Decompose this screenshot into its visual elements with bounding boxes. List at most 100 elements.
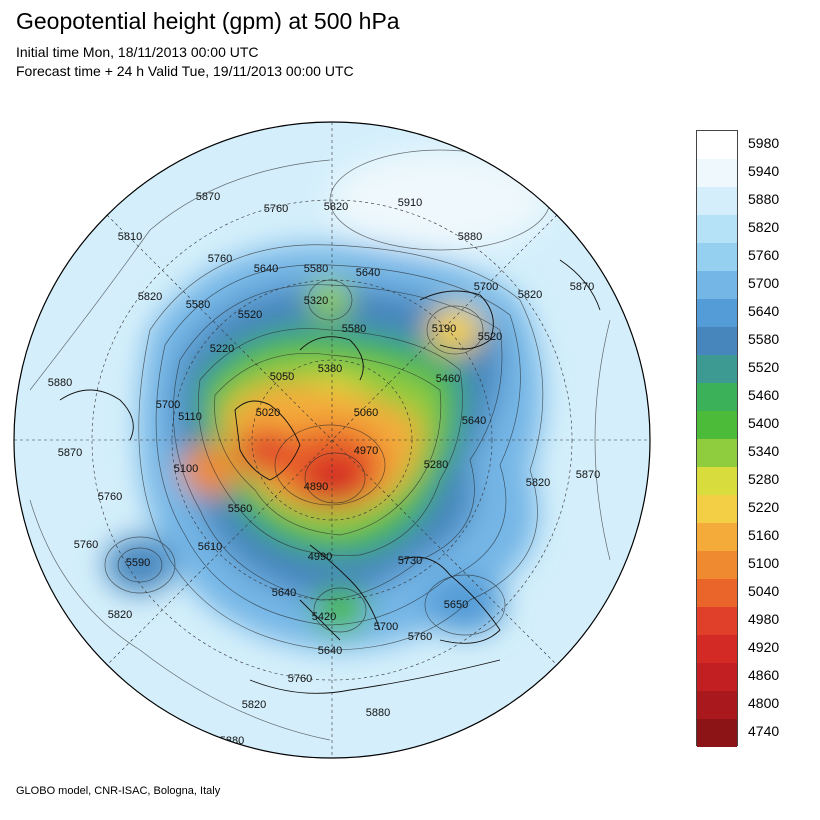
contour-label: 5910 (398, 197, 422, 209)
legend-swatch (697, 131, 737, 159)
legend-label: 5280 (748, 471, 780, 487)
contour-label: 5880 (458, 231, 482, 243)
contour-label: 5730 (398, 555, 422, 567)
field-5100-lobe (180, 444, 240, 496)
legend-swatch (697, 663, 737, 691)
legend-swatch (697, 327, 737, 355)
legend-label: 5880 (748, 191, 780, 207)
contour-label: 5870 (570, 281, 594, 293)
contour-label: 5580 (186, 299, 210, 311)
height-field: 5870 5760 5820 5910 5810 5880 5760 5640 5580 5640… (14, 122, 650, 758)
contour-label: 5640 (356, 267, 380, 279)
contour-label: 5190 (432, 323, 456, 335)
contour-label: 5650 (444, 599, 468, 611)
legend-swatch (697, 271, 737, 299)
legend-label: 5580 (748, 331, 780, 347)
legend-swatch (697, 719, 737, 747)
field-4980-west (239, 428, 291, 472)
contour-label: 5420 (312, 611, 336, 623)
contour-label: 5580 (342, 323, 366, 335)
contour-label: 5820 (324, 201, 348, 213)
legend-label: 5980 (748, 135, 780, 151)
model-credit: GLOBO model, CNR-ISAC, Bologna, Italy (16, 785, 221, 797)
contour-label: 5320 (304, 295, 328, 307)
legend-swatch (697, 215, 737, 243)
contour-label: 5110 (178, 411, 202, 423)
legend-label: 5220 (748, 499, 780, 515)
legend-label: 4860 (748, 667, 780, 683)
legend-swatch (697, 411, 737, 439)
contour-label: 5760 (288, 673, 312, 685)
legend-swatch (697, 635, 737, 663)
contour-label: 5810 (118, 231, 142, 243)
contour-label: 5520 (478, 331, 502, 343)
legend-swatch (697, 467, 737, 495)
contour-label: 5760 (208, 253, 232, 265)
legend-label: 5520 (748, 359, 780, 375)
legend-label: 5460 (748, 387, 780, 403)
contour-label: 5380 (318, 363, 342, 375)
legend-label: 5640 (748, 303, 780, 319)
contour-label: 5220 (210, 343, 234, 355)
legend-label: 5940 (748, 163, 780, 179)
legend-label: 5340 (748, 443, 780, 459)
contour-label: 5870 (196, 191, 220, 203)
legend-swatch (697, 159, 737, 187)
contour-label: 5280 (424, 459, 448, 471)
legend-swatch (697, 439, 737, 467)
legend-label: 5760 (748, 247, 780, 263)
map-border (13, 121, 651, 759)
legend-label: 5040 (748, 583, 780, 599)
contour-labels: 5870 5760 5820 5910 5810 5880 5760 5640 5580 5640… (48, 191, 600, 747)
contour-label: 5640 (462, 415, 486, 427)
contour-label: 5700 (474, 281, 498, 293)
contour-label: 5870 (576, 469, 600, 481)
contour-label: 5760 (264, 203, 288, 215)
field-5320-low (308, 280, 352, 320)
field-5910 (330, 150, 550, 250)
contour-label: 5700 (156, 399, 180, 411)
contour-label: 5820 (138, 291, 162, 303)
contour-label: 4990 (308, 551, 332, 563)
contour-label: 5820 (242, 699, 266, 711)
legend-swatch (697, 187, 737, 215)
legend-label: 4800 (748, 695, 780, 711)
legend-label: 5100 (748, 555, 780, 571)
legend-swatch (697, 495, 737, 523)
field-4920 (305, 453, 365, 503)
contour-label: 5580 (304, 263, 328, 275)
field-5190-low (427, 306, 483, 354)
legend-swatch (697, 243, 737, 271)
legend-swatch (697, 691, 737, 719)
contour-label: 5700 (374, 621, 398, 633)
legend-swatch (697, 383, 737, 411)
legend-swatch (697, 355, 737, 383)
contour-label: 5820 (518, 289, 542, 301)
chart-title: Geopotential height (gpm) at 500 hPa (16, 8, 400, 34)
legend-label: 5700 (748, 275, 780, 291)
graticule (14, 122, 650, 758)
contour-label: 5870 (58, 447, 82, 459)
contour-label: 5590 (126, 557, 150, 569)
contour-label: 5760 (98, 491, 122, 503)
contour-label: 5060 (354, 407, 378, 419)
contour-label: 4970 (354, 445, 378, 457)
contour-label: 5520 (238, 309, 262, 321)
legend-swatch (697, 607, 737, 635)
contour-label: 5880 (220, 735, 244, 747)
contour-label: 5460 (436, 373, 460, 385)
contour-label: 5560 (228, 503, 252, 515)
contour-label: 5640 (318, 645, 342, 657)
contour-label: 5020 (256, 407, 280, 419)
contour-label: 5880 (366, 707, 390, 719)
contour-label: 5880 (48, 377, 72, 389)
coastlines (59, 259, 601, 694)
legend-label: 4980 (748, 611, 780, 627)
contour-label: 5760 (74, 539, 98, 551)
contour-label: 5820 (108, 609, 132, 621)
legend-label: 4740 (748, 723, 780, 739)
contour-label: 5050 (270, 371, 294, 383)
contour-label: 5610 (198, 541, 222, 553)
initial-time-label: Initial time Mon, 18/11/2013 00:00 UTC (16, 44, 259, 60)
